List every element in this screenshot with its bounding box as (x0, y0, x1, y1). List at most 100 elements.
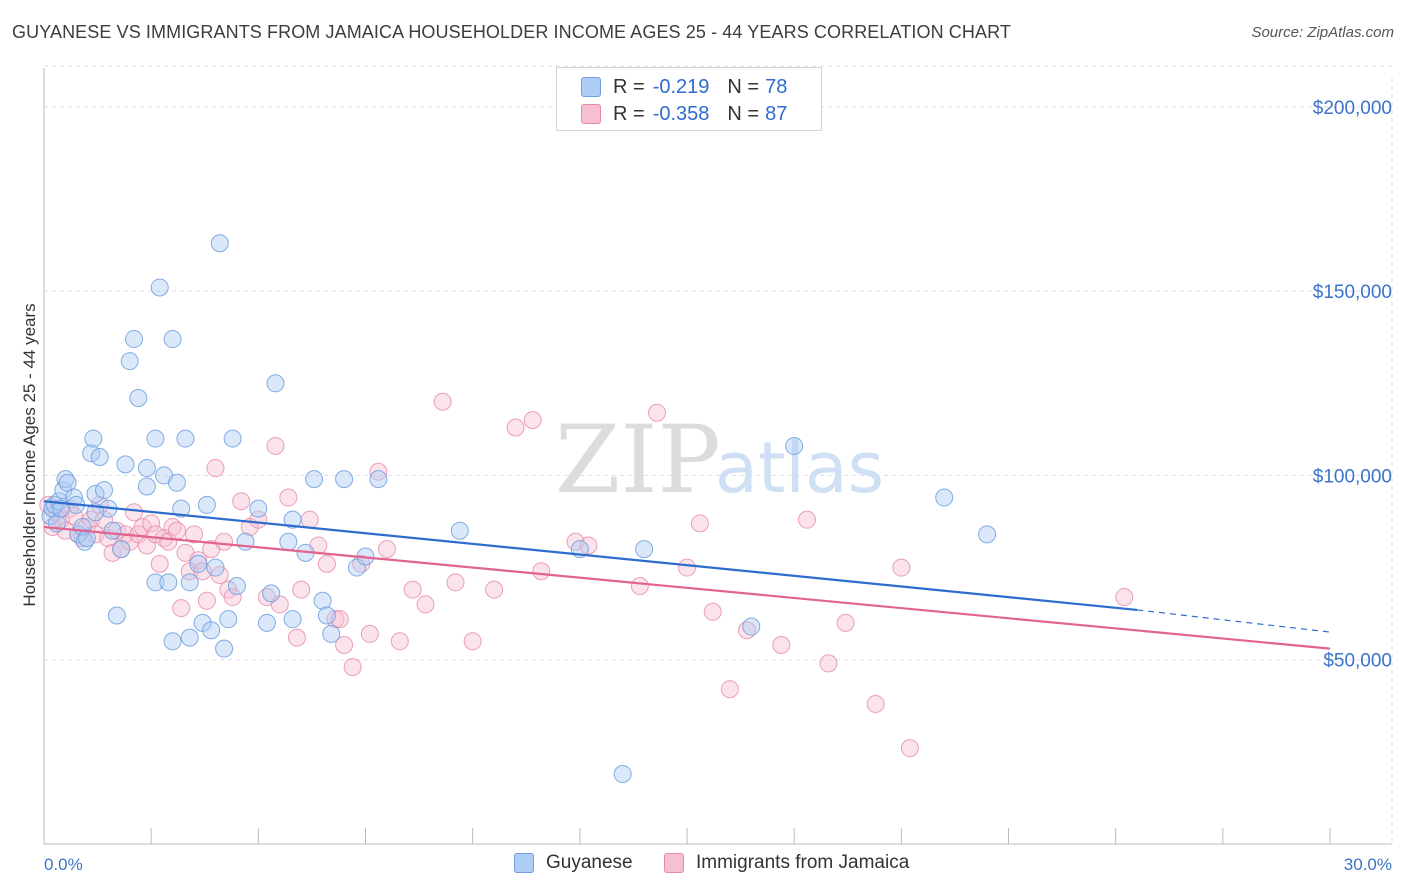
stats-legend-row-guyanese: R = -0.219 N = 78 (581, 74, 787, 100)
guyanese-point (159, 573, 178, 592)
jamaica-point (292, 580, 311, 599)
jamaica-point (185, 525, 204, 544)
guyanese-point (129, 389, 148, 408)
guyanese-point (84, 429, 103, 448)
guyanese-point (613, 764, 632, 783)
guyanese-point (146, 429, 165, 448)
guyanese-legend-swatch (514, 853, 534, 873)
jamaica-swatch (581, 104, 601, 124)
jamaica-point (172, 599, 191, 618)
guyanese-point (82, 444, 101, 463)
guyanese-point (227, 577, 246, 595)
guyanese-point (978, 525, 997, 544)
guyanese-trend-extension (1137, 609, 1331, 633)
guyanese-point (266, 374, 285, 393)
guyanese-point (163, 632, 182, 651)
guyanese-point (369, 470, 388, 489)
jamaica-point (866, 694, 885, 713)
jamaica-point (326, 610, 345, 629)
y-tick-label: $200,000 (1313, 98, 1392, 119)
chart-title: GUYANESE VS IMMIGRANTS FROM JAMAICA HOUS… (12, 22, 1011, 42)
chart-source: Source: ZipAtlas.com (1251, 24, 1394, 41)
legend-item-guyanese[interactable]: Guyanese (514, 852, 633, 874)
y-axis-label: Householder Income Ages 25 - 44 years (20, 303, 39, 606)
legend-label-jamaica: Immigrants from Jamaica (696, 852, 910, 873)
jamaica-point (433, 392, 452, 411)
jamaica-point (900, 739, 919, 758)
watermark-atlas: atlas (715, 427, 884, 509)
jamaica-point (836, 613, 855, 632)
jamaica-point (197, 591, 216, 610)
guyanese-point (322, 624, 341, 643)
jamaica-point (579, 536, 598, 555)
guyanese-point (86, 503, 105, 522)
guyanese-point (283, 510, 302, 529)
guyanese-point (189, 554, 208, 573)
guyanese-point (215, 639, 234, 658)
jamaica-point (690, 514, 709, 533)
guyanese-point (283, 610, 302, 629)
guyanese-point (317, 606, 336, 625)
jamaica-point (532, 562, 551, 581)
guyanese-point (163, 330, 182, 349)
guyanese-point (107, 606, 126, 625)
guyanese-point (167, 473, 186, 492)
jamaica-point (279, 488, 298, 507)
jamaica-point (506, 418, 525, 437)
grid-lines (44, 65, 1393, 844)
axes (43, 68, 1392, 845)
jamaica-point (678, 558, 696, 577)
stats-legend-row-jamaica: R = -0.358 N = 87 (581, 101, 787, 127)
guyanese-point (210, 234, 229, 253)
guyanese-point (219, 610, 238, 629)
guyanese-point (180, 628, 199, 647)
jamaica-point (798, 510, 817, 529)
guyanese-point (635, 540, 654, 559)
guyanese-r-value: -0.219 (652, 75, 710, 98)
guyanese-point (95, 481, 114, 500)
n-label: N = (727, 75, 760, 98)
jamaica-point (720, 680, 739, 699)
guyanese-point (450, 521, 469, 540)
jamaica-point (150, 554, 169, 573)
jamaica-point (206, 459, 225, 478)
series-guyanese-points (41, 234, 997, 783)
jamaica-point (1115, 588, 1134, 607)
guyanese-point (90, 448, 109, 466)
guyanese-point (249, 499, 268, 518)
jamaica-point (647, 403, 666, 422)
jamaica-point (189, 551, 208, 570)
guyanese-point (41, 506, 60, 525)
jamaica-n-value: 87 (765, 102, 788, 125)
guyanese-point (935, 488, 954, 507)
stats-legend: R = -0.219 N = 78 R = -0.358 N = 87 (556, 67, 822, 131)
guyanese-point (223, 429, 242, 448)
jamaica-point (317, 554, 336, 573)
jamaica-point (335, 635, 354, 654)
guyanese-point (313, 591, 332, 610)
guyanese-point (742, 617, 761, 636)
guyanese-trend-line (43, 500, 1138, 612)
tick-labels: $50,000 $100,000 $150,000 $200,000 0.0% 30.0% (44, 98, 1392, 874)
jamaica-point (223, 588, 242, 607)
guyanese-point (116, 455, 135, 474)
jamaica-point (485, 580, 504, 599)
jamaica-trend-line (43, 525, 1331, 650)
jamaica-point (416, 595, 435, 614)
bottom-legend: Guyanese Immigrants from Jamaica (0, 852, 1406, 878)
jamaica-r-value: -0.358 (652, 102, 710, 125)
x-tick-label-max: 30.0% (1344, 855, 1392, 874)
guyanese-point (112, 540, 131, 559)
jamaica-point (819, 654, 838, 673)
jamaica-legend-swatch (664, 853, 684, 873)
jamaica-point (343, 658, 362, 677)
jamaica-point (463, 632, 482, 651)
guyanese-point (202, 621, 221, 640)
watermark-zip: ZIP (555, 406, 721, 515)
jamaica-point (232, 492, 251, 511)
series-jamaica-points (39, 392, 1134, 758)
guyanese-point (137, 477, 156, 496)
jamaica-point (266, 436, 285, 455)
legend-item-jamaica[interactable]: Immigrants from Jamaica (664, 852, 909, 874)
